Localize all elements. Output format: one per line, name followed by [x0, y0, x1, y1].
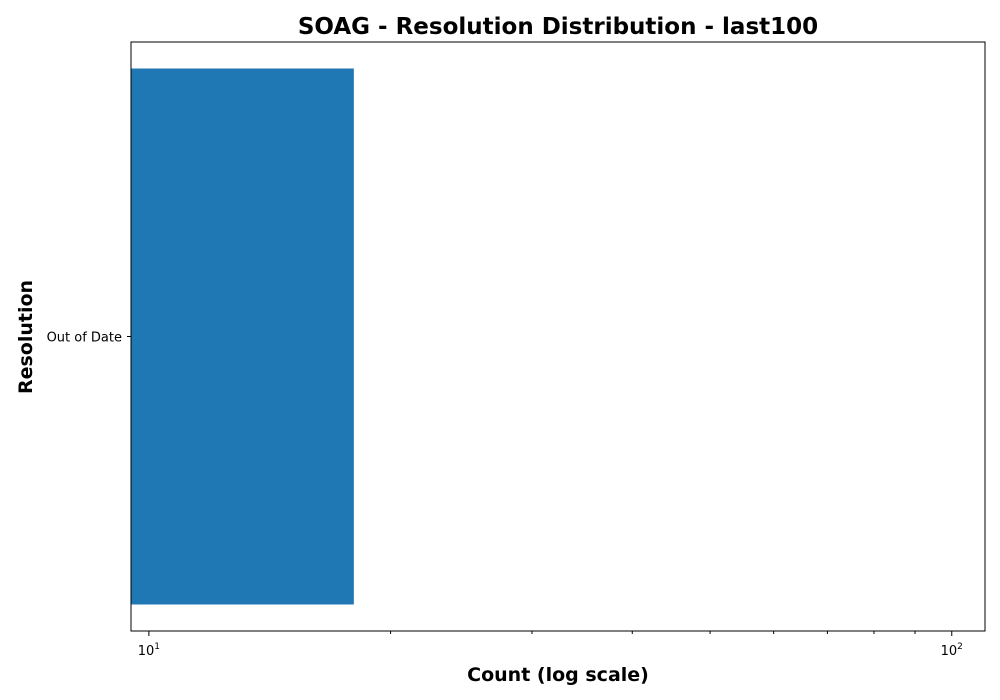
y-axis-label: Resolution: [15, 280, 37, 394]
bar-out-of-date: [131, 68, 354, 605]
x-tick-label: 101: [138, 642, 160, 659]
x-axis-ticks: 101 102: [138, 631, 963, 659]
x-tick-label: 102: [941, 642, 963, 659]
y-tick-label: Out of Date: [47, 331, 122, 346]
x-axis-label: Count (log scale): [467, 664, 649, 686]
y-axis-ticks: Out of Date: [47, 331, 131, 346]
bars-layer: [131, 68, 354, 605]
chart-title: SOAG - Resolution Distribution - last100: [298, 14, 818, 40]
